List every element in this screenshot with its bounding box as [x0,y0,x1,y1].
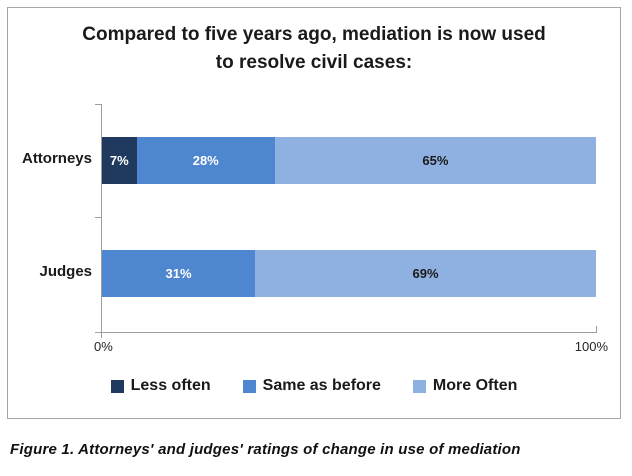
bar-segment: 28% [136,137,275,184]
category-label-judges: Judges [39,263,92,280]
y-axis-tick [95,332,102,333]
chart-frame: Compared to five years ago, mediation is… [7,7,621,419]
y-axis-tick [95,104,102,105]
x-axis-tick [596,326,597,332]
legend: Less often Same as before More Often [8,377,620,395]
x-axis-line [101,332,597,333]
bar-segment: 7% [102,137,137,184]
bar-segment: 69% [255,250,596,297]
bar-segment: 31% [102,250,256,297]
stacked-bar-judges: 31% 69% [102,250,596,297]
legend-label: More Often [432,377,518,394]
legend-swatch [412,379,426,393]
legend-swatch [110,379,124,393]
y-axis-line [101,104,102,338]
chart-title: Compared to five years ago, mediation is… [82,24,546,73]
legend-item: Same as before [242,377,381,395]
figure-caption: Figure 1. Attorneys' and judges' ratings… [10,441,521,458]
category-label-attorneys: Attorneys [21,150,92,167]
x-tick-label-100: 100% [574,339,608,354]
legend-label: Less often [130,377,211,394]
bar-segment: 65% [274,137,596,184]
y-axis-tick [95,217,102,218]
stacked-bar-attorneys: 7% 28% 65% [102,137,596,184]
legend-label: Same as before [262,377,381,394]
legend-swatch [242,379,256,393]
legend-item: More Often [412,377,518,395]
legend-item: Less often [110,377,211,395]
x-tick-label-0: 0% [94,339,113,354]
